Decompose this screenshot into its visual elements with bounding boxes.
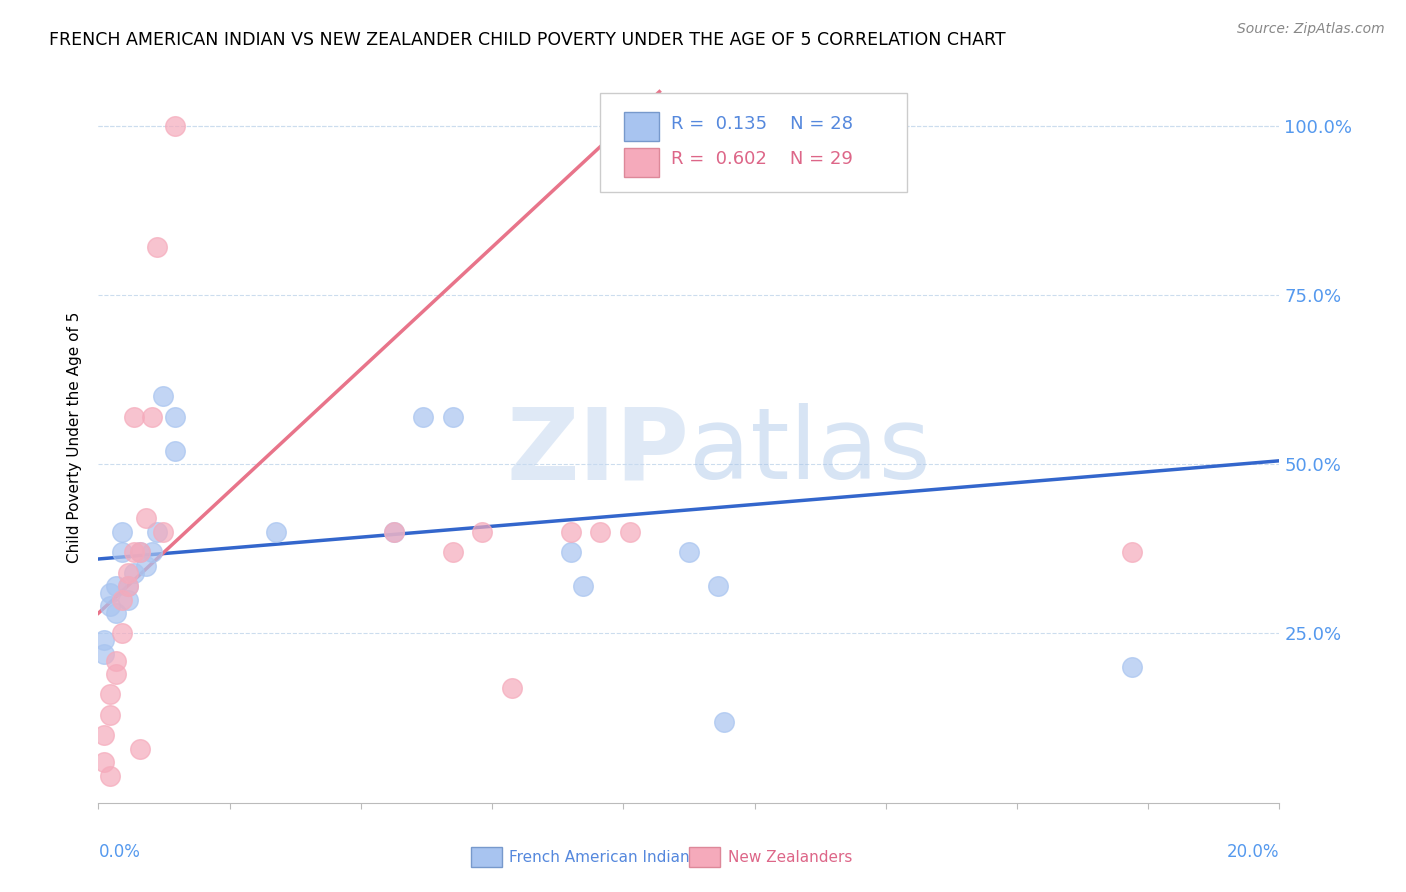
Point <box>165 443 187 458</box>
Point <box>146 240 169 254</box>
Text: French American Indians: French American Indians <box>509 850 697 864</box>
Point <box>117 566 139 580</box>
Point <box>382 524 405 539</box>
Point <box>105 606 128 620</box>
Text: R =  0.135    N = 28: R = 0.135 N = 28 <box>671 115 853 133</box>
Point <box>713 714 735 729</box>
Point <box>93 647 115 661</box>
Point <box>117 592 139 607</box>
Point <box>678 545 700 559</box>
Point <box>111 626 134 640</box>
Text: Source: ZipAtlas.com: Source: ZipAtlas.com <box>1237 22 1385 37</box>
Point <box>98 707 121 722</box>
Point <box>128 545 150 559</box>
Point <box>571 579 593 593</box>
Point <box>98 599 121 614</box>
Point <box>152 389 174 403</box>
Point <box>501 681 523 695</box>
Point <box>165 409 187 424</box>
Point <box>122 545 145 559</box>
Point <box>122 409 145 424</box>
Text: ZIP: ZIP <box>506 403 689 500</box>
Text: FRENCH AMERICAN INDIAN VS NEW ZEALANDER CHILD POVERTY UNDER THE AGE OF 5 CORRELA: FRENCH AMERICAN INDIAN VS NEW ZEALANDER … <box>49 31 1005 49</box>
Point <box>264 524 287 539</box>
Bar <box>624 112 659 141</box>
Point <box>93 755 115 769</box>
Point <box>560 545 582 559</box>
FancyBboxPatch shape <box>600 94 907 192</box>
Point <box>128 545 150 559</box>
Text: 0.0%: 0.0% <box>98 843 141 861</box>
Bar <box>624 148 659 178</box>
Point <box>441 409 464 424</box>
Point <box>111 524 134 539</box>
Point <box>619 524 641 539</box>
Point <box>135 558 157 573</box>
Text: atlas: atlas <box>689 403 931 500</box>
Point <box>111 592 134 607</box>
Point <box>128 741 150 756</box>
Point <box>93 728 115 742</box>
Point <box>412 409 434 424</box>
Point <box>707 579 730 593</box>
Y-axis label: Child Poverty Under the Age of 5: Child Poverty Under the Age of 5 <box>67 311 83 563</box>
Point <box>135 511 157 525</box>
Point <box>141 545 163 559</box>
Point <box>105 667 128 681</box>
Point <box>122 566 145 580</box>
Point <box>165 119 187 133</box>
Text: New Zealanders: New Zealanders <box>728 850 852 864</box>
Point <box>93 633 115 648</box>
Point <box>1121 545 1143 559</box>
Point <box>471 524 494 539</box>
Point <box>111 545 134 559</box>
Point <box>382 524 405 539</box>
Text: 20.0%: 20.0% <box>1227 843 1279 861</box>
Point <box>146 524 169 539</box>
Point <box>589 524 612 539</box>
Point <box>141 409 163 424</box>
Point <box>117 579 139 593</box>
Point <box>98 769 121 783</box>
Point <box>98 688 121 702</box>
Point <box>1121 660 1143 674</box>
Point <box>678 119 700 133</box>
Point <box>105 654 128 668</box>
Text: R =  0.602    N = 29: R = 0.602 N = 29 <box>671 150 853 168</box>
Point <box>117 579 139 593</box>
Point <box>105 579 128 593</box>
Point <box>560 524 582 539</box>
Point <box>441 545 464 559</box>
Point <box>98 586 121 600</box>
Point <box>152 524 174 539</box>
